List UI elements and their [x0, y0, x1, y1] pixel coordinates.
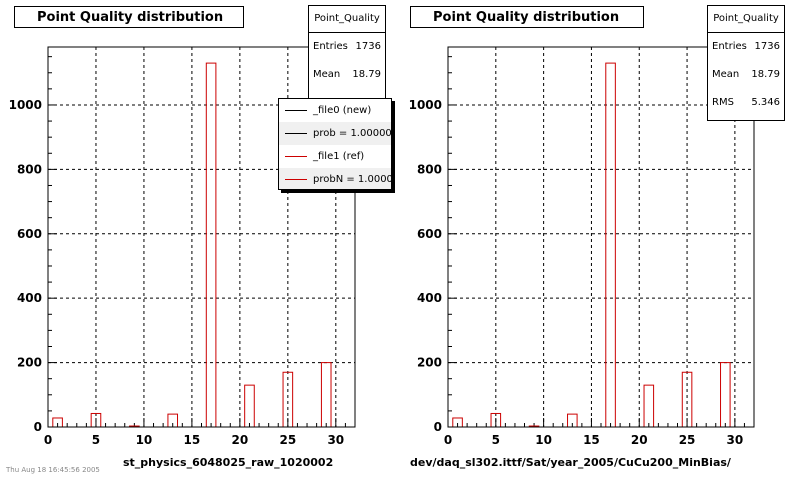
x-tick-label: 0: [444, 433, 452, 447]
y-tick-label: 600: [417, 227, 442, 241]
stats-row-mean: Mean 18.79: [708, 61, 784, 89]
histogram-plot-left: 0 5 10 15 20 25 30 0 200 400 600 800 1000: [9, 46, 356, 447]
stats-value: 1736: [355, 41, 381, 52]
legend-entry: probN = 1.000000: [279, 168, 392, 189]
legend-line-swatch: [285, 133, 307, 134]
plot-frame: [47, 46, 356, 428]
histogram-bar: [205, 62, 217, 428]
stats-row-entries: Entries 1736: [708, 33, 784, 61]
x-tick-label: 10: [535, 433, 552, 447]
x-tick-label: 5: [492, 433, 500, 447]
histogram-bar: [244, 384, 255, 428]
timestamp-footnote: Thu Aug 18 16:45:56 2005: [6, 466, 100, 474]
y-tick-label: 1000: [409, 98, 442, 112]
x-tick-label: 15: [583, 433, 600, 447]
y-tick-label: 200: [17, 356, 42, 370]
legend-label: probN = 1.000000: [313, 174, 392, 185]
stats-key: Mean: [712, 69, 740, 80]
y-tick-label: 200: [417, 356, 442, 370]
histogram-bar: [643, 384, 655, 428]
x-tick-label: 25: [679, 433, 696, 447]
stats-key: Mean: [313, 69, 341, 80]
y-tick-label: 400: [17, 291, 42, 305]
y-tick-label: 400: [417, 291, 442, 305]
chart-title: Point Quality distribution: [14, 6, 244, 28]
y-tick-label: 0: [434, 420, 442, 434]
y-tick-label: 600: [17, 227, 42, 241]
stats-row-rms: RMS 5.346: [708, 89, 784, 117]
stats-row-entries: Entries 1736: [309, 33, 385, 61]
legend-entry: prob = 1.000000: [279, 122, 391, 145]
x-tick-label: 20: [631, 433, 648, 447]
plot-frame: [447, 46, 755, 428]
chart-title: Point Quality distribution: [410, 6, 644, 28]
x-tick-label: 10: [136, 433, 153, 447]
x-tick-label: 5: [92, 433, 100, 447]
legend-entry: _file1 (ref): [279, 145, 391, 168]
stats-title: Point_Quality: [309, 6, 385, 33]
legend-entry: _file0 (new): [279, 99, 391, 122]
legend-label: prob = 1.000000: [313, 128, 392, 139]
histogram-plot-right: 0 5 10 15 20 25 30 0 200 400 600 800 1000: [409, 46, 755, 447]
legend-label: _file0 (new): [313, 105, 372, 116]
histogram-panel-right: 0 5 10 15 20 25 30 0 200 400 600 800 1000 Point Qual…: [400, 0, 800, 480]
stats-value: 1736: [754, 41, 780, 52]
stats-key: RMS: [712, 97, 734, 108]
legend-line-swatch: [285, 110, 307, 111]
stats-value: 18.79: [751, 69, 780, 80]
y-tick-label: 1000: [9, 98, 42, 112]
x-axis-label: st_physics_6048025_raw_1020002: [123, 456, 334, 469]
x-tick-label: 15: [184, 433, 201, 447]
x-tick-label: 30: [327, 433, 344, 447]
x-tick-label: 20: [232, 433, 249, 447]
stats-title: Point_Quality: [708, 6, 784, 33]
legend-label: _file1 (ref): [313, 151, 365, 162]
stats-key: Entries: [313, 41, 348, 52]
x-tick-label: 30: [727, 433, 744, 447]
x-tick-label: 25: [279, 433, 296, 447]
y-tick-label: 800: [17, 162, 42, 176]
legend-line-swatch: [285, 156, 307, 157]
histogram-bar: [320, 362, 332, 428]
stats-value: 18.79: [352, 69, 381, 80]
stats-key: Entries: [712, 41, 747, 52]
x-axis-label: dev/daq_sl302.ittf/Sat/year_2005/CuCu200…: [410, 456, 731, 469]
legend: _file0 (new) prob = 1.000000 _file1 (ref…: [278, 98, 392, 190]
histogram-bar: [720, 362, 731, 428]
stats-value: 5.346: [751, 97, 780, 108]
histogram-bar: [605, 62, 616, 428]
y-tick-label: 800: [417, 162, 442, 176]
stats-box: Point_Quality Entries 1736 Mean 18.79 RM…: [707, 5, 785, 121]
x-tick-label: 0: [44, 433, 52, 447]
legend-line-swatch: [285, 179, 307, 180]
histogram-panel-left: 0 5 10 15 20 25 30 0 200 400 600 800 1000 Point Qual…: [9, 5, 392, 469]
stats-row-mean: Mean 18.79: [309, 61, 385, 89]
y-tick-label: 0: [34, 420, 42, 434]
